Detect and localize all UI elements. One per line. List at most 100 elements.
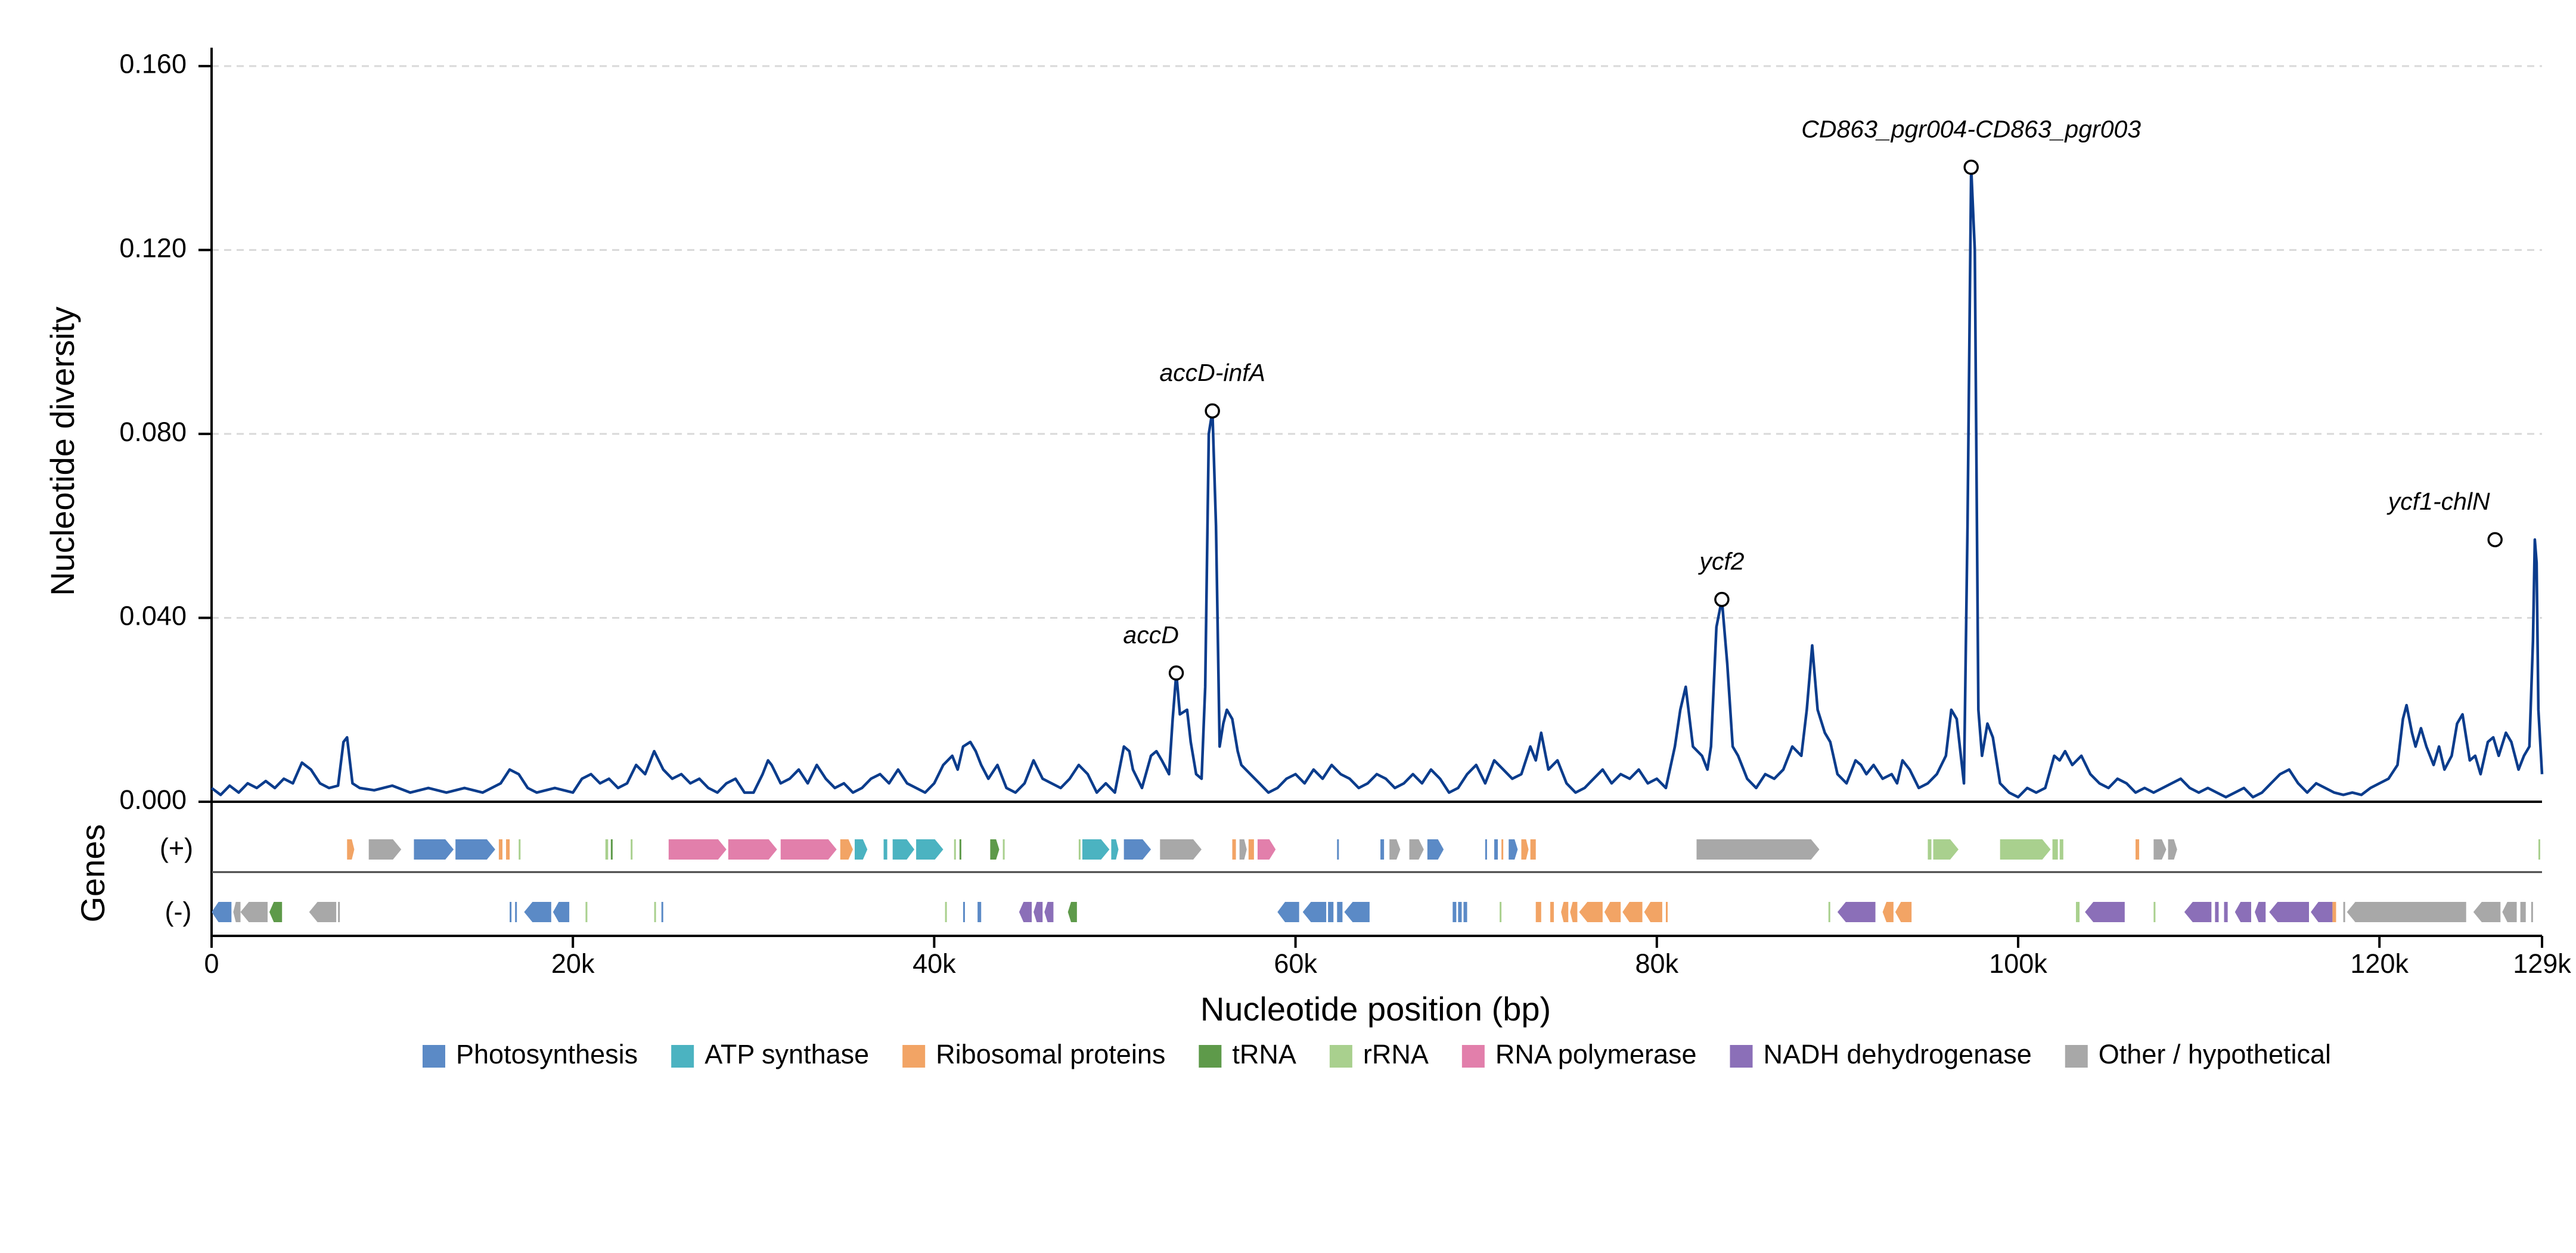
legend-swatch <box>1730 1045 1753 1068</box>
gene-rrna <box>519 839 521 860</box>
legend-item-rrna: rRNA <box>1329 1039 1429 1069</box>
gene-atp <box>916 839 944 860</box>
gene-other <box>2473 902 2501 922</box>
legend-label: rRNA <box>1363 1039 1429 1069</box>
gene-ribo <box>1644 902 1662 922</box>
y-axis-label: Nucleotide diversity <box>44 306 81 596</box>
legend-label: RNA polymerase <box>1495 1039 1697 1069</box>
peak-marker <box>1205 403 1220 419</box>
gene-rrna <box>1500 902 1502 922</box>
gene-rrna <box>2000 839 2051 860</box>
gene-rrna <box>585 902 588 922</box>
peak-annotations: accD accD-infA ycf2 CD863_pgr004-CD863_pgr0… <box>1123 115 2503 681</box>
gene-ribo <box>1561 902 1569 922</box>
y-tick-label: 0.160 <box>119 49 187 79</box>
gene-photo <box>414 839 454 860</box>
gene-rrna <box>1828 902 1830 922</box>
peak-label: accD-infA <box>1159 359 1265 386</box>
diversity-line <box>210 166 2544 799</box>
gene-rnap <box>728 839 777 860</box>
gene-rrna <box>954 839 956 860</box>
legend-swatch <box>1199 1045 1222 1068</box>
gene-other <box>2347 902 2466 922</box>
gene-photo <box>1328 902 1334 922</box>
peak-marker <box>2487 532 2503 548</box>
gene-rrna <box>1928 839 1932 860</box>
gene-other <box>2153 839 2167 860</box>
x-tick-label: 80k <box>1635 948 1679 979</box>
gene-ribo <box>1550 902 1554 922</box>
gene-photo <box>524 902 551 922</box>
gene-photo <box>510 902 512 922</box>
gene-atp <box>1082 839 1110 860</box>
diversity-line-layer <box>210 166 2544 799</box>
gene-other <box>1239 839 1247 860</box>
gene-ndh <box>2184 902 2212 922</box>
legend-item-rnap: RNA polymerase <box>1461 1039 1697 1069</box>
gene-ribo <box>840 839 854 860</box>
legend-swatch <box>2065 1045 2088 1068</box>
legend-label: NADH dehydrogenase <box>1764 1039 2032 1069</box>
gene-ribo <box>498 839 502 860</box>
legend-label: Ribosomal proteins <box>936 1039 1165 1069</box>
gene-other <box>240 902 268 922</box>
gene-ndh <box>2255 902 2266 922</box>
gene-ribo <box>506 839 510 860</box>
legend-label: Other / hypothetical <box>2099 1039 2331 1069</box>
y-tick-label: 0.000 <box>119 784 187 815</box>
gene-rrna <box>631 839 633 860</box>
gene-ndh <box>2085 902 2125 922</box>
legend-label: tRNA <box>1232 1039 1296 1069</box>
gene-photo <box>1458 902 1462 922</box>
gene-ribo <box>1604 902 1621 922</box>
legend-swatch <box>423 1045 445 1068</box>
gene-other <box>368 839 402 860</box>
legend-item-ribo: Ribosomal proteins <box>902 1039 1165 1069</box>
gene-ribo <box>1622 902 1643 922</box>
gene-ndh <box>2269 902 2309 922</box>
gene-ribo <box>1882 902 1894 922</box>
x-tick-label: 129k <box>2513 948 2571 979</box>
gene-other <box>2343 902 2345 922</box>
x-tick-label: 120k <box>2350 948 2409 979</box>
gene-rrna <box>1933 839 1959 860</box>
gene-ndh <box>2234 902 2252 922</box>
gene-ndh <box>1033 902 1043 922</box>
peak-marker <box>1168 665 1184 681</box>
gene-photo <box>1344 902 1370 922</box>
gene-rrna <box>2052 839 2058 860</box>
gene-photo <box>212 902 232 922</box>
gene-photo <box>1302 902 1327 922</box>
gene-ribo <box>1665 902 1668 922</box>
gene-ribo <box>1895 902 1912 922</box>
gene-photo <box>1463 902 1467 922</box>
gene-other <box>2168 839 2177 860</box>
gene-atp <box>892 839 915 860</box>
x-tick-label: 60k <box>1274 948 1317 979</box>
gene-photo <box>1337 902 1343 922</box>
gene-photo <box>1494 839 1498 860</box>
minus-strand-label: (-) <box>165 897 192 927</box>
legend-item-ndh: NADH dehydrogenase <box>1730 1039 2032 1069</box>
gene-other <box>2520 902 2526 922</box>
y-tick-label: 0.040 <box>119 600 187 631</box>
gene-rnap <box>1257 839 1276 860</box>
gene-rrna <box>2076 902 2080 922</box>
gene-atp <box>883 839 887 860</box>
legend-item-trna: tRNA <box>1199 1039 1296 1069</box>
gene-rrna <box>1078 839 1081 860</box>
peak-marker <box>1714 591 1730 607</box>
gene-rnap <box>780 839 837 860</box>
legend-label: Photosynthesis <box>456 1039 638 1069</box>
gene-atp <box>855 839 868 860</box>
gene-ribo <box>347 839 355 860</box>
gene-atp <box>1111 839 1119 860</box>
legend-swatch <box>1329 1045 1352 1068</box>
peak-marker <box>1963 159 1979 175</box>
gene-rrna <box>2538 839 2540 860</box>
gene-ndh <box>2215 902 2219 922</box>
x-tick-label: 40k <box>913 948 956 979</box>
gene-rnap <box>668 839 727 860</box>
gene-ribo <box>1579 902 1603 922</box>
gene-ndh <box>2224 902 2228 922</box>
